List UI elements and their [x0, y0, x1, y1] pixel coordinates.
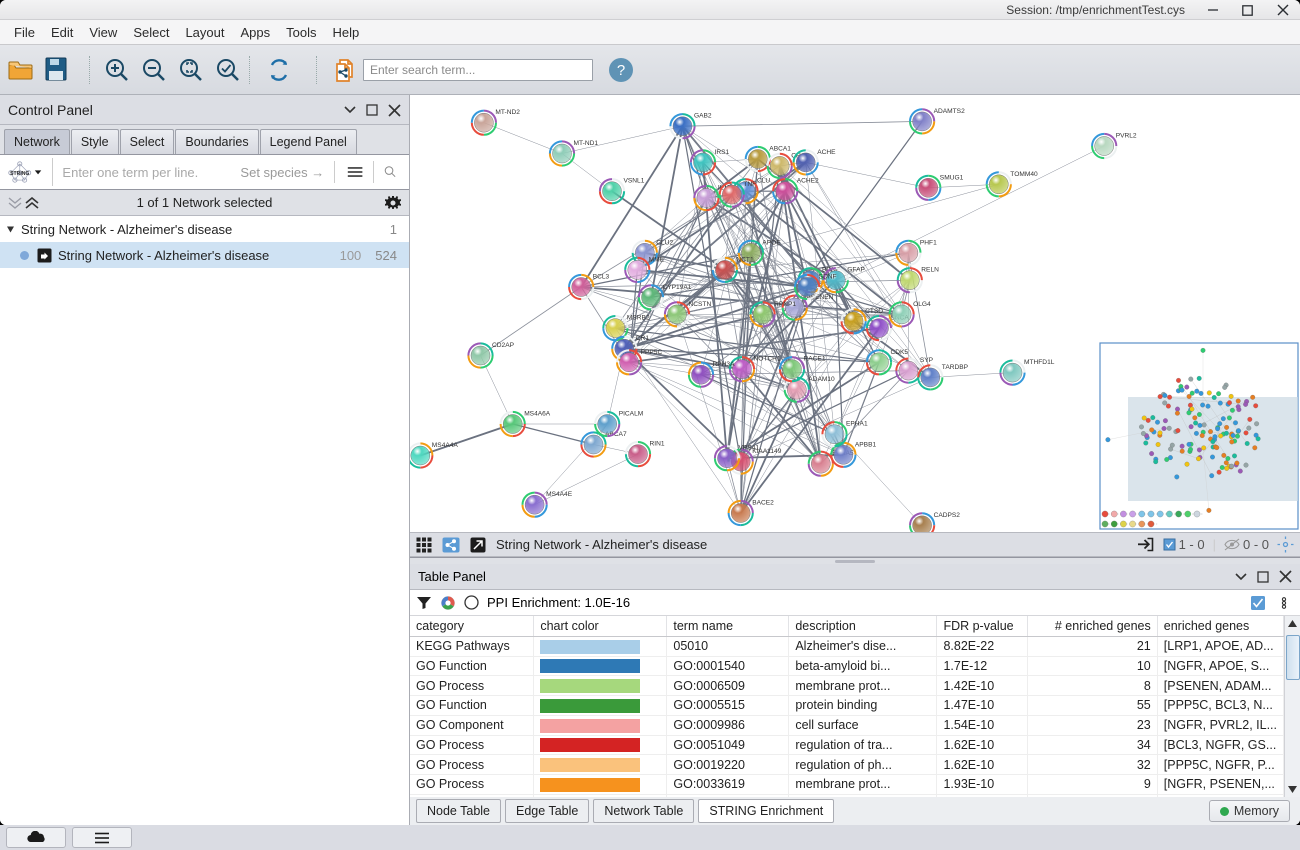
svg-text:STRING: STRING [10, 171, 29, 177]
svg-text:?: ? [617, 62, 625, 79]
